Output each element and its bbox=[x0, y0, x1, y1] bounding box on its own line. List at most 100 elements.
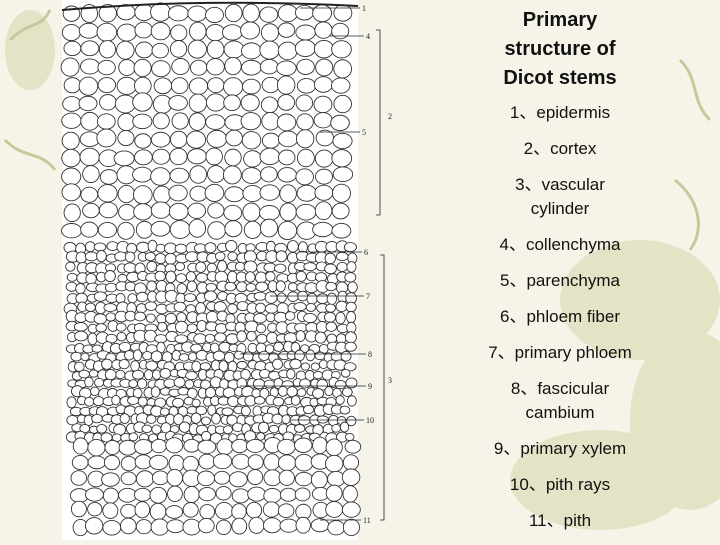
item: 8、fascicular cambium bbox=[510, 379, 610, 422]
cell bbox=[231, 517, 248, 535]
cell bbox=[115, 369, 126, 380]
cell bbox=[149, 454, 169, 471]
cell bbox=[296, 58, 315, 75]
cell bbox=[96, 249, 107, 263]
cell bbox=[127, 293, 138, 304]
cell bbox=[80, 40, 100, 57]
cell bbox=[277, 41, 298, 61]
cell bbox=[133, 487, 152, 502]
cell bbox=[178, 421, 191, 433]
cell bbox=[256, 432, 266, 441]
cell bbox=[61, 131, 80, 150]
cell bbox=[169, 220, 191, 239]
cell bbox=[120, 503, 137, 519]
cell bbox=[136, 291, 149, 303]
cell bbox=[63, 40, 82, 57]
cell bbox=[271, 413, 284, 425]
cell bbox=[323, 311, 337, 323]
cell bbox=[231, 488, 250, 504]
cell bbox=[315, 58, 334, 77]
cell bbox=[294, 453, 314, 472]
cell bbox=[63, 77, 82, 94]
cell bbox=[331, 423, 341, 433]
cell bbox=[70, 500, 87, 518]
slide-title: Primary structure of Dicot stems bbox=[503, 9, 617, 89]
cell bbox=[258, 350, 270, 361]
cell bbox=[253, 291, 267, 301]
cell bbox=[97, 184, 118, 203]
cell bbox=[144, 301, 158, 312]
cell bbox=[259, 40, 280, 60]
cell bbox=[224, 56, 242, 76]
cell bbox=[173, 301, 187, 313]
cell bbox=[204, 242, 217, 254]
figure-label: 5 bbox=[362, 128, 366, 137]
cell bbox=[224, 3, 243, 23]
cell bbox=[205, 282, 217, 292]
cell bbox=[98, 4, 117, 23]
cell bbox=[331, 77, 351, 94]
cell bbox=[295, 330, 306, 342]
cell bbox=[186, 130, 207, 149]
cell bbox=[74, 361, 85, 372]
cell bbox=[103, 454, 120, 471]
cell bbox=[134, 439, 154, 455]
cell bbox=[115, 322, 127, 332]
cell bbox=[277, 130, 299, 148]
cell bbox=[61, 23, 81, 42]
cell bbox=[223, 425, 233, 435]
cell bbox=[324, 252, 336, 265]
cell bbox=[300, 362, 310, 371]
item: 3、vascular cylinder bbox=[515, 175, 605, 218]
cell bbox=[310, 518, 330, 533]
cell bbox=[236, 360, 248, 370]
cell bbox=[60, 57, 80, 77]
cell bbox=[223, 77, 244, 97]
cell bbox=[286, 240, 299, 253]
cell bbox=[116, 23, 137, 42]
cell bbox=[187, 5, 208, 22]
cell bbox=[144, 251, 156, 262]
cell bbox=[120, 455, 137, 472]
figure-label: 3 bbox=[388, 376, 392, 385]
cell bbox=[324, 386, 334, 397]
cell bbox=[184, 379, 195, 389]
cell bbox=[344, 341, 357, 352]
cell bbox=[78, 369, 90, 379]
cell bbox=[105, 312, 116, 322]
cell bbox=[231, 453, 251, 470]
cell bbox=[325, 281, 337, 292]
cell bbox=[197, 470, 216, 487]
cell bbox=[325, 501, 344, 518]
cell bbox=[133, 58, 152, 78]
cell bbox=[224, 220, 243, 238]
cell bbox=[102, 519, 122, 536]
cell bbox=[128, 432, 139, 442]
cell bbox=[205, 147, 223, 166]
cell bbox=[85, 273, 97, 285]
cell bbox=[118, 487, 138, 503]
cell bbox=[259, 218, 279, 238]
cell bbox=[221, 407, 234, 416]
cell bbox=[72, 437, 89, 455]
cell bbox=[79, 147, 100, 167]
cell bbox=[213, 301, 227, 313]
cell bbox=[294, 437, 313, 453]
cell bbox=[143, 369, 154, 381]
cell bbox=[263, 453, 281, 471]
cell bbox=[87, 501, 103, 517]
cell bbox=[224, 281, 237, 292]
cell bbox=[312, 371, 324, 380]
cell bbox=[245, 271, 256, 283]
cell bbox=[314, 201, 333, 221]
cell bbox=[264, 291, 278, 304]
cell bbox=[305, 349, 316, 362]
cell bbox=[78, 95, 98, 112]
cell bbox=[310, 362, 321, 371]
cell bbox=[256, 333, 268, 345]
cell bbox=[124, 350, 135, 361]
cell bbox=[134, 133, 152, 149]
cell bbox=[176, 283, 188, 295]
item: 10、pith rays bbox=[509, 475, 611, 494]
cell bbox=[261, 132, 280, 149]
